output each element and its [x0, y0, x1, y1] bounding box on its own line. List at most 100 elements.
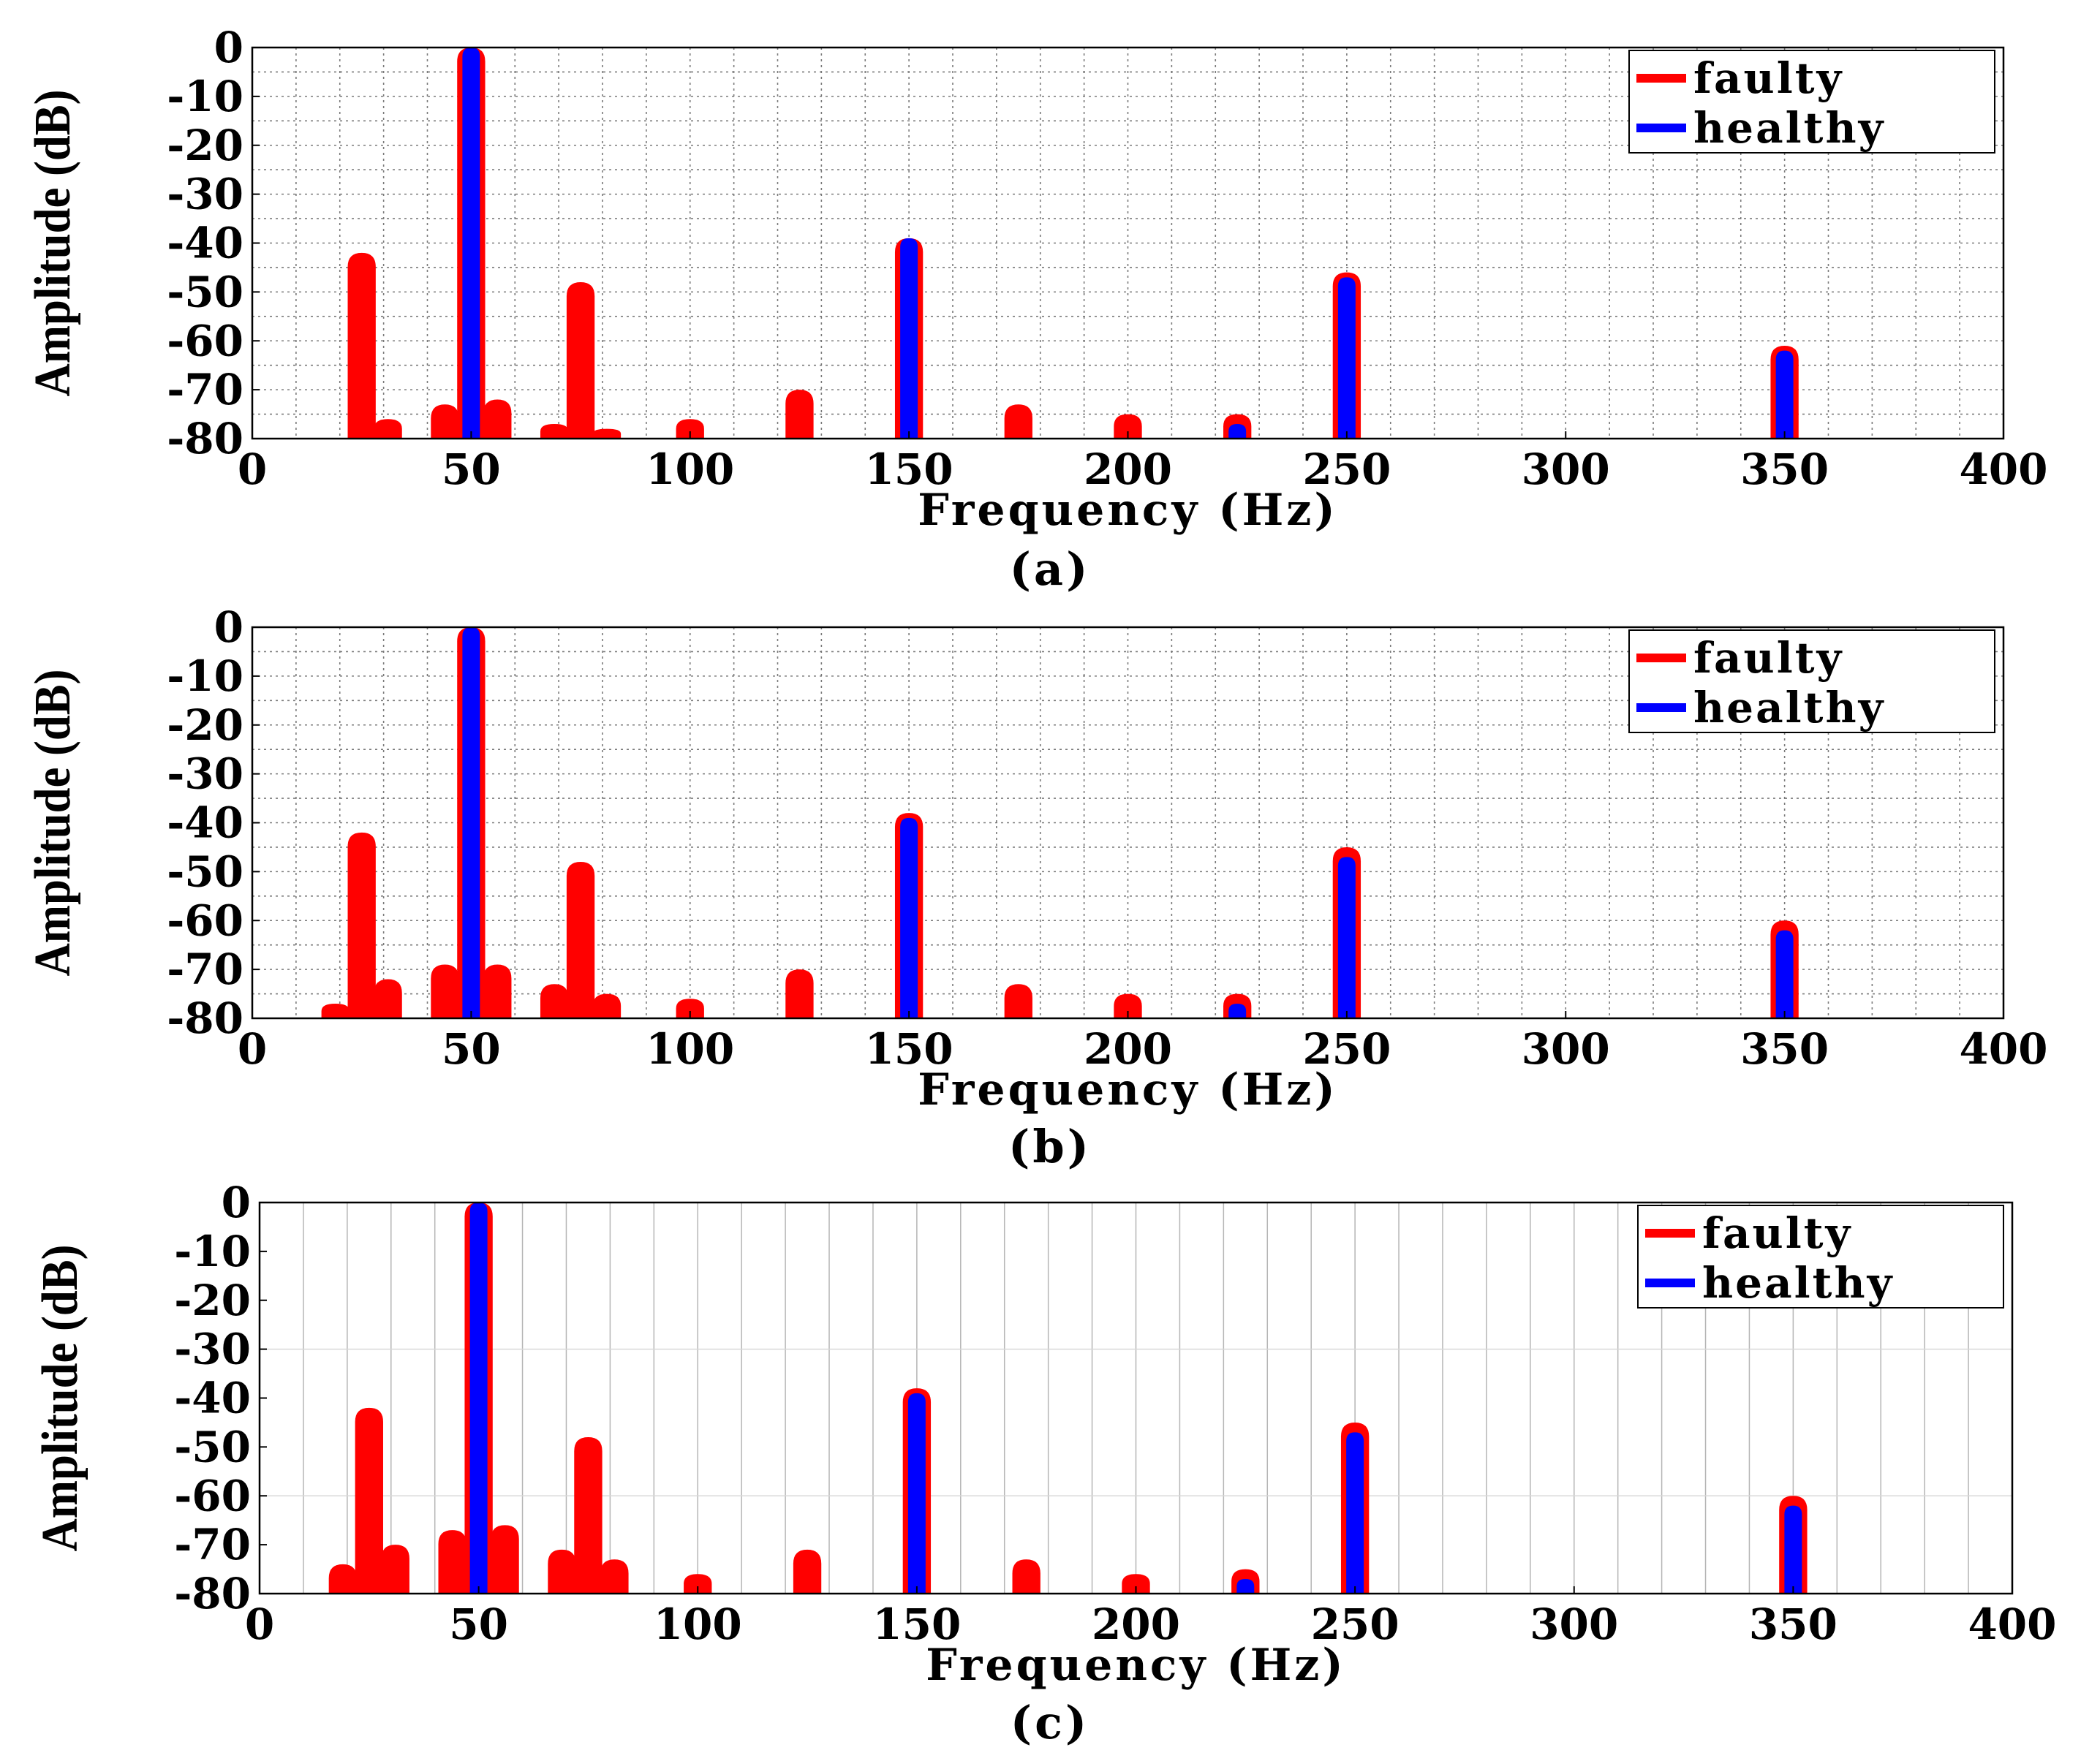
peak-19hz: [328, 1564, 358, 1594]
x-tick-label: 350: [1749, 1599, 1837, 1649]
peak-100hz: [684, 1574, 712, 1594]
x-tick-label: 350: [1740, 444, 1829, 494]
peak-25hz: [355, 1407, 383, 1594]
peak-350hz: [1784, 1505, 1802, 1594]
x-tick-label: 250: [1302, 444, 1391, 494]
peak-150hz: [900, 238, 918, 439]
legend-box: [1628, 629, 1995, 733]
y-tick-label: -70: [167, 944, 243, 994]
peak-44hz: [438, 1530, 467, 1594]
chart-panel-a: 0 50 100 150 200 250 300 350 4000-10-20-30-40-50…: [25, 23, 2048, 596]
legend-box: [1628, 50, 1995, 154]
peak-200hz: [1114, 993, 1142, 1018]
peak-225hz: [1228, 1003, 1247, 1018]
peak-100hz: [676, 419, 704, 439]
y-tick-label: -70: [167, 365, 243, 414]
x-tick-label: 0: [238, 1024, 267, 1074]
peak-75hz: [566, 282, 595, 439]
chart-panel-b: 0 50 100 150 200 250 300 350 4000-10-20-30-40-50…: [25, 602, 2048, 1173]
x-tick-label: 250: [1311, 1599, 1400, 1649]
peak-150hz: [907, 1393, 926, 1594]
peak-75hz: [566, 862, 595, 1018]
peak-69hz: [540, 423, 569, 439]
y-tick-label: 0: [222, 1178, 251, 1227]
y-tick-label: 0: [214, 23, 243, 72]
peak-125hz: [793, 1549, 822, 1594]
x-tick-label: 300: [1522, 444, 1610, 494]
chart-panel-c: 0 50 100 150 200 250 300 350 4000-10-20-30-40-50…: [32, 1178, 2057, 1749]
peak-175hz: [1004, 404, 1032, 439]
x-tick-label: 400: [1959, 444, 2047, 494]
series-healthy: [469, 1203, 1802, 1594]
y-tick-label: -60: [174, 1471, 251, 1520]
series-healthy: [462, 48, 1794, 439]
peak-150hz: [900, 817, 918, 1018]
peak-25hz: [347, 252, 376, 439]
y-tick-label: -50: [167, 847, 243, 896]
peak-69hz: [540, 984, 569, 1018]
peak-175hz: [1012, 1559, 1040, 1594]
y-tick-label: -10: [167, 651, 243, 701]
x-axis-label: Frequency (Hz): [918, 1064, 1338, 1116]
peak-250hz: [1337, 277, 1356, 439]
legend-label-faulty: faulty: [1693, 633, 1843, 683]
y-tick-label: -50: [174, 1422, 251, 1472]
peak-250hz: [1337, 857, 1356, 1018]
ticks: 0 50 100 150 200 250 300 350 4000-10-20-30-40-50…: [174, 1178, 2056, 1649]
peak-225hz: [1236, 1578, 1255, 1594]
legend-label-healthy: healthy: [1693, 683, 1885, 732]
panel-label: (b): [1008, 1120, 1092, 1173]
y-tick-label: -20: [174, 1276, 251, 1325]
legend-label-healthy: healthy: [1693, 103, 1885, 153]
peak-81hz: [600, 1559, 629, 1594]
x-tick-label: 150: [872, 1599, 961, 1649]
x-tick-label: 100: [646, 1024, 734, 1074]
peak-350hz: [1775, 350, 1794, 439]
y-tick-label: -30: [167, 170, 243, 219]
y-axis-label: Amplitude (dB): [25, 670, 81, 977]
y-tick-label: -30: [174, 1325, 251, 1374]
ticks: 0 50 100 150 200 250 300 350 4000-10-20-30-40-50…: [167, 602, 2047, 1074]
x-tick-label: 100: [654, 1599, 742, 1649]
y-tick-label: -80: [167, 993, 243, 1043]
peak-250hz: [1346, 1432, 1364, 1594]
x-axis-label: Frequency (Hz): [926, 1640, 1346, 1691]
y-tick-label: -60: [167, 895, 243, 945]
peak-75hz: [574, 1437, 603, 1594]
peak-56hz: [483, 964, 512, 1018]
peak-125hz: [785, 969, 814, 1018]
x-tick-label: 200: [1084, 1024, 1172, 1074]
x-tick-label: 400: [1959, 1024, 2047, 1074]
y-tick-label: -80: [174, 1569, 251, 1618]
legend-label-faulty: faulty: [1702, 1208, 1852, 1258]
panel-label: (c): [1011, 1696, 1089, 1749]
peak-44hz: [431, 964, 459, 1018]
peak-81hz: [592, 428, 622, 439]
legend-label-faulty: faulty: [1693, 53, 1843, 103]
peak-225hz: [1228, 423, 1247, 439]
y-tick-label: -20: [167, 700, 243, 750]
y-tick-label: -60: [167, 316, 243, 366]
ticks: 0 50 100 150 200 250 300 350 4000-10-20-30-40-50…: [167, 23, 2047, 494]
y-tick-label: 0: [214, 602, 243, 652]
y-tick-label: -40: [167, 219, 243, 268]
peak-31hz: [374, 979, 402, 1018]
y-tick-label: -40: [167, 798, 243, 848]
legend-label-healthy: healthy: [1702, 1258, 1894, 1308]
grid: [252, 627, 2003, 1018]
peak-25hz: [347, 832, 376, 1018]
peak-56hz: [491, 1525, 519, 1594]
y-axis-label: Amplitude (dB): [32, 1245, 88, 1552]
x-tick-label: 300: [1530, 1599, 1618, 1649]
peak-50hz: [462, 627, 480, 1018]
x-tick-label: 250: [1302, 1024, 1391, 1074]
y-tick-label: -70: [174, 1520, 251, 1569]
x-tick-label: 50: [442, 1024, 501, 1074]
peak-350hz: [1775, 930, 1794, 1018]
x-axis-label: Frequency (Hz): [918, 485, 1338, 536]
x-tick-label: 150: [865, 444, 953, 494]
x-tick-label: 150: [865, 1024, 953, 1074]
